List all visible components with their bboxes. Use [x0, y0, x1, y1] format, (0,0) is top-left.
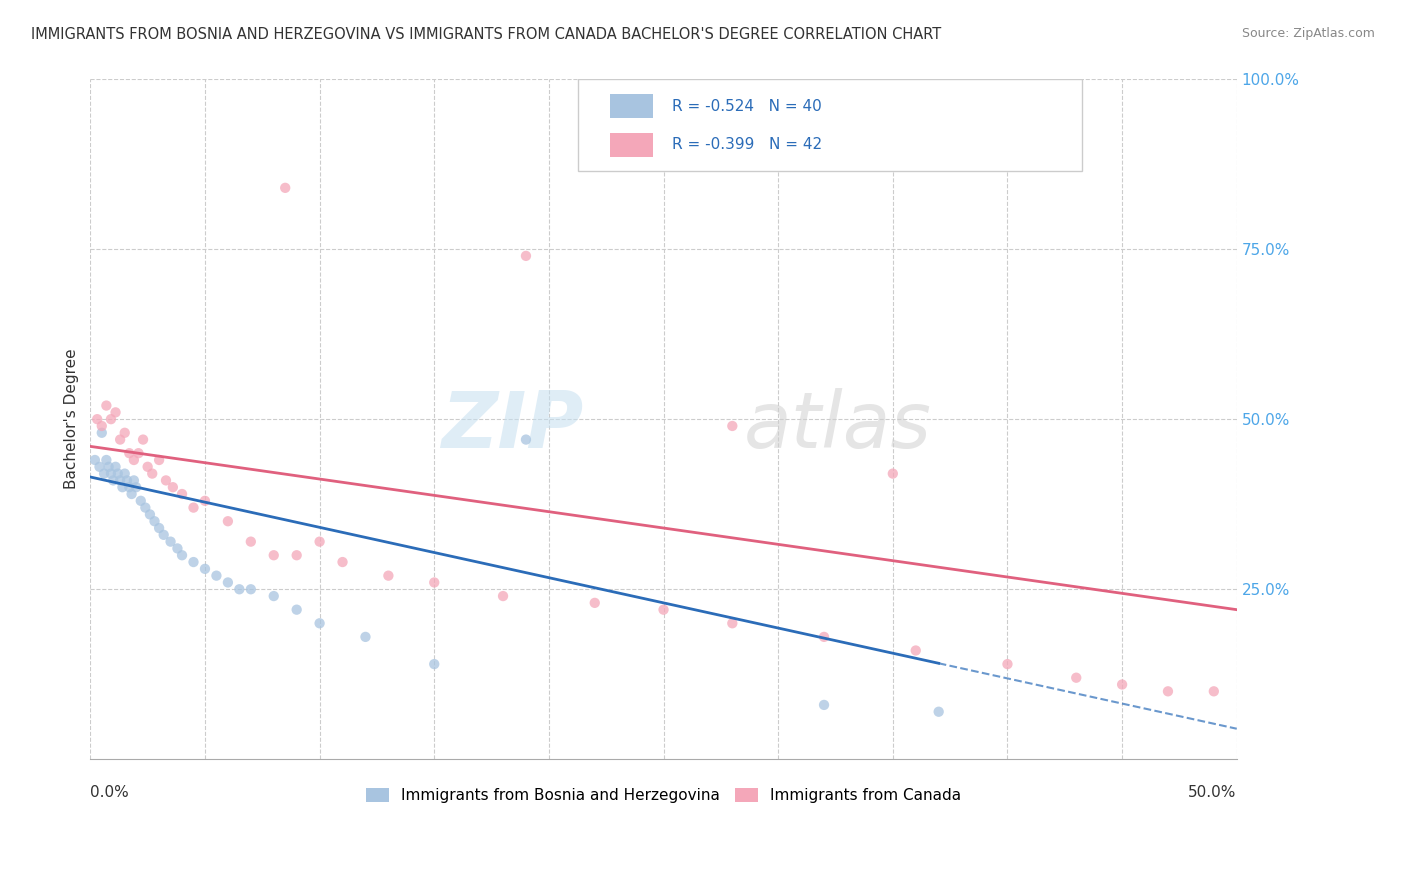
Point: [152, 528, 174, 542]
Point: [108, 474, 131, 488]
Point: [274, 181, 297, 195]
Point: [107, 467, 129, 481]
Text: Source: ZipAtlas.com: Source: ZipAtlas.com: [1241, 27, 1375, 40]
Point: [132, 433, 155, 447]
Point: [162, 480, 184, 494]
Point: [515, 249, 537, 263]
Point: [239, 582, 262, 597]
Point: [96, 399, 118, 413]
Point: [492, 589, 515, 603]
Point: [285, 548, 308, 562]
Y-axis label: Bachelor's Degree: Bachelor's Degree: [65, 349, 79, 490]
Point: [100, 412, 122, 426]
Point: [813, 698, 835, 712]
Point: [136, 459, 159, 474]
Point: [997, 657, 1019, 672]
Point: [118, 446, 141, 460]
Point: [122, 474, 145, 488]
Point: [228, 582, 250, 597]
Point: [148, 521, 170, 535]
Point: [583, 596, 606, 610]
Point: [423, 657, 446, 672]
Point: [904, 643, 927, 657]
Point: [84, 453, 107, 467]
Point: [170, 487, 193, 501]
Point: [652, 602, 675, 616]
Point: [114, 467, 136, 481]
Point: [104, 459, 127, 474]
Point: [139, 508, 162, 522]
Point: [96, 453, 118, 467]
Point: [423, 575, 446, 590]
Point: [515, 433, 537, 447]
Point: [263, 548, 285, 562]
Point: [86, 412, 108, 426]
Point: [90, 425, 112, 440]
Point: [108, 433, 131, 447]
Point: [217, 575, 239, 590]
Point: [104, 405, 127, 419]
Point: [263, 589, 285, 603]
Point: [103, 474, 125, 488]
Point: [308, 616, 330, 631]
Point: [721, 419, 744, 434]
Point: [928, 705, 950, 719]
Point: [194, 562, 217, 576]
Point: [122, 453, 145, 467]
Point: [125, 480, 148, 494]
Point: [166, 541, 188, 556]
Point: [129, 493, 152, 508]
Point: [141, 467, 163, 481]
Text: ZIP: ZIP: [441, 388, 583, 464]
Point: [159, 534, 181, 549]
Point: [143, 514, 166, 528]
Point: [148, 453, 170, 467]
Point: [1064, 671, 1087, 685]
Point: [813, 630, 835, 644]
Point: [97, 459, 120, 474]
Point: [285, 602, 308, 616]
Point: [115, 474, 138, 488]
Point: [882, 467, 904, 481]
Point: [377, 568, 399, 582]
Point: [1202, 684, 1225, 698]
Point: [93, 467, 115, 481]
Text: 0.0%: 0.0%: [90, 785, 129, 800]
Point: [114, 425, 136, 440]
Point: [111, 480, 134, 494]
Point: [721, 616, 744, 631]
Point: [90, 419, 112, 434]
Text: atlas: atlas: [744, 388, 932, 464]
Point: [89, 459, 111, 474]
Point: [1157, 684, 1180, 698]
Point: [183, 555, 205, 569]
FancyBboxPatch shape: [610, 94, 654, 119]
Text: R = -0.524   N = 40: R = -0.524 N = 40: [672, 99, 821, 113]
Legend: Immigrants from Bosnia and Herzegovina, Immigrants from Canada: Immigrants from Bosnia and Herzegovina, …: [360, 782, 967, 810]
Point: [205, 568, 228, 582]
Point: [121, 487, 143, 501]
Text: R = -0.399   N = 42: R = -0.399 N = 42: [672, 137, 821, 153]
Point: [183, 500, 205, 515]
Point: [118, 480, 141, 494]
Point: [354, 630, 377, 644]
Point: [1111, 677, 1133, 691]
Text: 50.0%: 50.0%: [1188, 785, 1237, 800]
Point: [100, 467, 122, 481]
Point: [194, 493, 217, 508]
Point: [127, 446, 149, 460]
Point: [170, 548, 193, 562]
Point: [332, 555, 354, 569]
Point: [217, 514, 239, 528]
Point: [134, 500, 156, 515]
FancyBboxPatch shape: [610, 133, 654, 157]
FancyBboxPatch shape: [578, 79, 1083, 171]
Text: IMMIGRANTS FROM BOSNIA AND HERZEGOVINA VS IMMIGRANTS FROM CANADA BACHELOR'S DEGR: IMMIGRANTS FROM BOSNIA AND HERZEGOVINA V…: [31, 27, 941, 42]
Point: [155, 474, 177, 488]
Point: [239, 534, 262, 549]
Point: [308, 534, 330, 549]
